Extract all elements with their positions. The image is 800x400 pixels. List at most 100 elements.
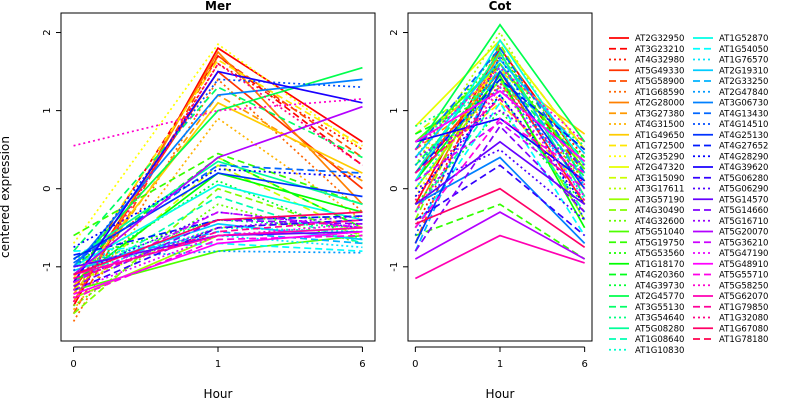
panel-mer: Mer -1 0 1 2 0 1 6 Hour bbox=[42, 0, 376, 400]
legend-label: AT3G54640 bbox=[635, 314, 684, 324]
legend-label: AT1G68590 bbox=[635, 88, 684, 98]
series-line-AT5G36210 bbox=[73, 211, 363, 284]
legend-label: AT3G23210 bbox=[635, 45, 684, 55]
series-line-AT2G33250 bbox=[73, 230, 363, 268]
legend-label: AT5G16710 bbox=[719, 217, 768, 227]
x-tick-label: 1 bbox=[497, 359, 503, 370]
x-tick-label: 6 bbox=[359, 359, 365, 370]
legend-label: AT1G79850 bbox=[719, 303, 768, 313]
legend-label: AT5G51040 bbox=[635, 228, 684, 238]
legend-label: AT3G55130 bbox=[635, 303, 684, 313]
legend-label: AT4G14510 bbox=[719, 120, 768, 130]
legend-label: AT4G25130 bbox=[719, 131, 768, 141]
y-tick-label: -1 bbox=[42, 262, 53, 272]
legend-label: AT2G32950 bbox=[635, 34, 684, 44]
panel-cot: Cot -1 0 1 2 0 1 6 Hour bbox=[389, 0, 593, 400]
y-tick-label: 2 bbox=[42, 29, 53, 35]
series-line-AT1G68590 bbox=[72, 78, 364, 322]
series-line-AT5G14660 bbox=[414, 124, 586, 252]
legend-label: AT5G58250 bbox=[719, 281, 768, 291]
legend-label: AT3G27380 bbox=[635, 109, 684, 119]
series-lines bbox=[72, 43, 364, 322]
legend-label: AT1G67080 bbox=[719, 324, 768, 334]
x-tick-label: 0 bbox=[70, 359, 76, 370]
series-lines bbox=[414, 23, 586, 280]
legend-label: AT1G08640 bbox=[635, 335, 684, 345]
legend-label: AT4G27652 bbox=[719, 142, 768, 152]
series-line-AT1G79850 bbox=[414, 97, 586, 201]
x-tick-label: 0 bbox=[412, 359, 418, 370]
series-line-AT5G20070 bbox=[414, 211, 586, 260]
series-line-AT5G08280 bbox=[73, 160, 363, 260]
legend-label: AT5G14660 bbox=[719, 206, 768, 216]
legend-label: AT5G58900 bbox=[635, 77, 684, 87]
x-axis-title: Hour bbox=[204, 387, 233, 400]
series-line-AT4G28290 bbox=[73, 168, 363, 249]
x-axis-title: Hour bbox=[486, 387, 515, 400]
legend-label: AT4G32600 bbox=[635, 217, 684, 227]
y-tick-label: 1 bbox=[42, 107, 53, 113]
y-tick-label: 0 bbox=[389, 186, 400, 192]
series-line-AT4G14510 bbox=[72, 78, 363, 272]
panel-title: Mer bbox=[205, 0, 231, 13]
legend-label: AT5G55710 bbox=[719, 271, 768, 281]
series-line-AT3G55130 bbox=[72, 86, 363, 252]
series-line-AT5G55710 bbox=[73, 234, 363, 299]
legend-label: AT1G76570 bbox=[719, 56, 768, 66]
series-line-AT2G35290 bbox=[72, 43, 363, 244]
legend-label: AT3G15090 bbox=[635, 174, 684, 184]
legend-label: AT5G20070 bbox=[719, 228, 768, 238]
legend-label: AT5G06290 bbox=[719, 185, 768, 195]
legend-label: AT5G62070 bbox=[719, 292, 768, 302]
legend-label: AT4G31500 bbox=[635, 120, 684, 130]
x-tick-label: 6 bbox=[581, 359, 587, 370]
legend-label: AT4G39730 bbox=[635, 281, 684, 291]
legend-label: AT1G49650 bbox=[635, 131, 684, 141]
plot-frame bbox=[60, 12, 376, 342]
panel-title: Cot bbox=[489, 0, 512, 13]
legend-label: AT1G32080 bbox=[719, 314, 768, 324]
series-line-AT4G39620 bbox=[72, 70, 363, 283]
y-axis-title: centered expression bbox=[0, 136, 12, 258]
series-line-AT2G45770 bbox=[414, 23, 586, 151]
legend-label: AT1G10830 bbox=[635, 346, 684, 356]
series-line-AT3G15090 bbox=[73, 164, 363, 291]
legend-label: AT5G49330 bbox=[635, 66, 684, 76]
series-line-AT5G47190 bbox=[73, 223, 363, 292]
legend-label: AT1G18170 bbox=[635, 260, 684, 270]
legend-label: AT5G36210 bbox=[719, 238, 768, 248]
series-line-AT5G58250 bbox=[73, 98, 363, 147]
series-line-AT1G67080 bbox=[73, 211, 363, 276]
legend-label: AT4G28290 bbox=[719, 152, 768, 162]
series-line-AT5G16710 bbox=[414, 109, 586, 166]
y-tick-label: 0 bbox=[42, 186, 53, 192]
series-line-AT1G32080 bbox=[72, 62, 363, 303]
legend-label: AT4G30490 bbox=[635, 206, 684, 216]
series-line-AT5G62070 bbox=[73, 226, 363, 276]
series-line-AT2G47840 bbox=[73, 250, 363, 260]
legend-label: AT2G35290 bbox=[635, 152, 684, 162]
legend-label: AT2G47840 bbox=[719, 88, 768, 98]
series-line-AT5G55710 bbox=[414, 117, 586, 229]
legend-label: AT4G39620 bbox=[719, 163, 768, 173]
legend-label: AT1G54050 bbox=[719, 45, 768, 55]
legend-label: AT1G78180 bbox=[719, 335, 768, 345]
series-line-AT1G79850 bbox=[73, 219, 363, 280]
legend-label: AT2G47320 bbox=[635, 163, 684, 173]
series-line-AT2G28000 bbox=[72, 50, 364, 303]
series-line-AT1G18170 bbox=[414, 73, 586, 229]
series-line-AT5G36210 bbox=[414, 121, 586, 190]
legend-label: AT3G17611 bbox=[635, 185, 684, 195]
legend: AT2G32950AT3G23210AT4G32980AT5G49330AT5G… bbox=[609, 34, 768, 356]
legend-label: AT5G14570 bbox=[719, 195, 768, 205]
legend-label: AT2G33250 bbox=[719, 77, 768, 87]
series-line-AT4G25130 bbox=[73, 172, 363, 260]
series-line-AT5G62070 bbox=[414, 234, 585, 280]
series-line-AT1G08640 bbox=[414, 93, 586, 213]
legend-label: AT4G32980 bbox=[635, 56, 684, 66]
legend-label: AT5G19750 bbox=[635, 238, 684, 248]
plot-frame bbox=[407, 12, 593, 342]
series-line-AT3G23210 bbox=[72, 54, 363, 283]
x-tick-label: 1 bbox=[215, 359, 221, 370]
